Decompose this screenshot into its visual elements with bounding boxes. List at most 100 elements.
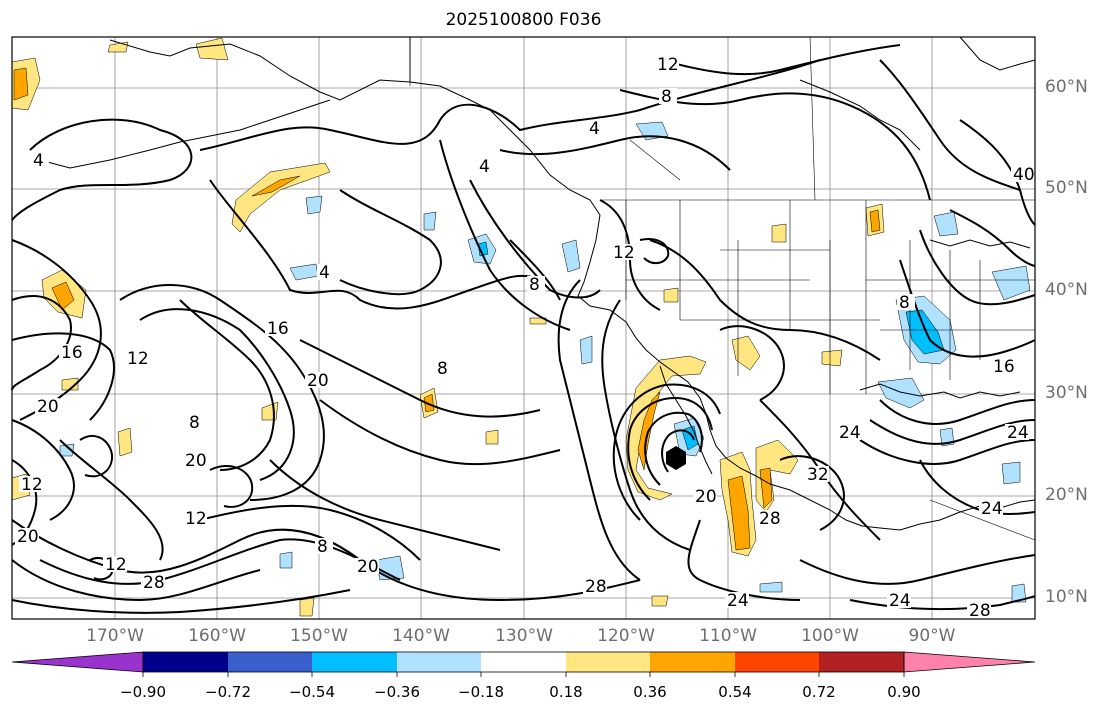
positive-area <box>299 597 315 617</box>
contour-line <box>661 429 695 473</box>
negative-area <box>759 581 783 593</box>
contour-label: 28 <box>143 573 165 593</box>
negative-area <box>305 195 323 215</box>
colorbar-segment-10 <box>903 651 1036 673</box>
lon-label: 100°W <box>801 626 859 646</box>
map-frame <box>11 36 1036 620</box>
positive-area <box>771 223 787 243</box>
contour-label: 4 <box>319 263 330 283</box>
contour-line <box>209 465 254 508</box>
lon-label: 140°W <box>392 626 450 646</box>
contour-label: 8 <box>437 359 448 379</box>
contour-line <box>687 519 801 601</box>
colorbar-segment-6 <box>566 652 650 672</box>
contour-line <box>11 589 351 614</box>
contour-label: 20 <box>17 527 39 547</box>
contour-label: 12 <box>127 349 149 369</box>
contour-label: 12 <box>21 475 43 495</box>
contour-label: 8 <box>661 87 672 107</box>
contour-line <box>949 209 1036 267</box>
lat-label: 40°N <box>1045 280 1088 300</box>
negative-area <box>561 239 581 273</box>
contour-label: 20 <box>357 557 379 577</box>
colorbar-tick-label: 0.36 <box>633 683 667 701</box>
contour-line <box>319 399 561 466</box>
contour-line <box>557 279 641 581</box>
contour-label: 8 <box>189 413 200 433</box>
contour-line <box>199 504 421 561</box>
colorbar-tick-label: 0.18 <box>549 683 583 701</box>
colorbar-segment-0 <box>11 651 144 673</box>
contour-label: 16 <box>61 343 83 363</box>
positive-area <box>117 427 133 457</box>
colorbar-tick-label: 0.72 <box>802 683 836 701</box>
contour-line <box>639 238 670 264</box>
colorbar-segment-3 <box>312 652 397 672</box>
contour-line <box>439 139 571 331</box>
negative-area <box>1011 583 1027 603</box>
contour-line <box>199 59 821 151</box>
contour-label: 8 <box>529 275 540 295</box>
contour-line <box>649 239 881 361</box>
colorbar <box>11 651 1036 677</box>
positive-area <box>759 467 773 509</box>
colorbar-tick-label: 0.90 <box>887 683 921 701</box>
lon-label: 110°W <box>699 626 757 646</box>
lon-label: 90°W <box>908 626 956 646</box>
lat-label: 60°N <box>1045 77 1088 97</box>
contour-label: 24 <box>727 591 749 611</box>
coastline <box>929 239 1031 249</box>
colorbar-segment-1 <box>143 652 228 672</box>
negative-area <box>991 265 1031 301</box>
positive-area <box>107 41 129 53</box>
contour-label: 16 <box>993 357 1015 377</box>
contour-line <box>139 308 295 481</box>
contour-line <box>269 459 501 551</box>
contour-line <box>11 332 115 421</box>
colorbar-tick-label: −0.18 <box>458 683 504 701</box>
colorbar-segment-4 <box>397 652 481 672</box>
colorbar-tick-label: −0.72 <box>205 683 251 701</box>
map-title: 2025100800 F036 <box>445 10 602 30</box>
contour-label: 12 <box>185 509 207 529</box>
lat-label: 10°N <box>1045 587 1088 607</box>
contour-line <box>869 419 1036 445</box>
positive-area <box>13 67 29 101</box>
coastline <box>39 99 331 169</box>
contour-label: 8 <box>317 537 328 557</box>
positive-area <box>485 429 499 445</box>
coastline <box>799 79 921 151</box>
negative-area <box>279 551 293 569</box>
contour-label: 20 <box>695 487 717 507</box>
lat-label: 30°N <box>1045 383 1088 403</box>
contour-line <box>719 325 785 401</box>
contour-line <box>11 559 261 602</box>
contour-label: 16 <box>267 319 289 339</box>
contour-line <box>612 383 721 521</box>
contour-label: 20 <box>37 397 59 417</box>
positive-area <box>423 393 435 413</box>
contour-line <box>79 435 114 478</box>
colorbar-tick-label: −0.90 <box>120 683 166 701</box>
contour-label: 4 <box>33 151 44 171</box>
storm-center-marker <box>666 446 686 470</box>
coastline <box>109 39 411 101</box>
contour-line <box>601 299 691 551</box>
lon-label: 160°W <box>188 626 246 646</box>
contour-line <box>339 189 442 296</box>
coastlines <box>39 36 1036 531</box>
positive-area <box>727 475 751 551</box>
lat-label: 50°N <box>1045 178 1088 198</box>
positive-area <box>869 209 881 233</box>
contour-line <box>659 44 901 76</box>
contour-label: 12 <box>105 555 127 575</box>
lat-label: 20°N <box>1045 485 1088 505</box>
contour-label: 28 <box>969 601 991 621</box>
positive-area <box>251 175 301 197</box>
contour-labels: 4 4 4 4 8 8 8 8 8 8 12 12 12 12 12 12 16… <box>15 55 1035 621</box>
contour-line <box>39 538 401 585</box>
colorbar-tick-label: −0.36 <box>374 683 420 701</box>
negative-area <box>423 211 437 231</box>
contour-label: 28 <box>759 509 781 529</box>
